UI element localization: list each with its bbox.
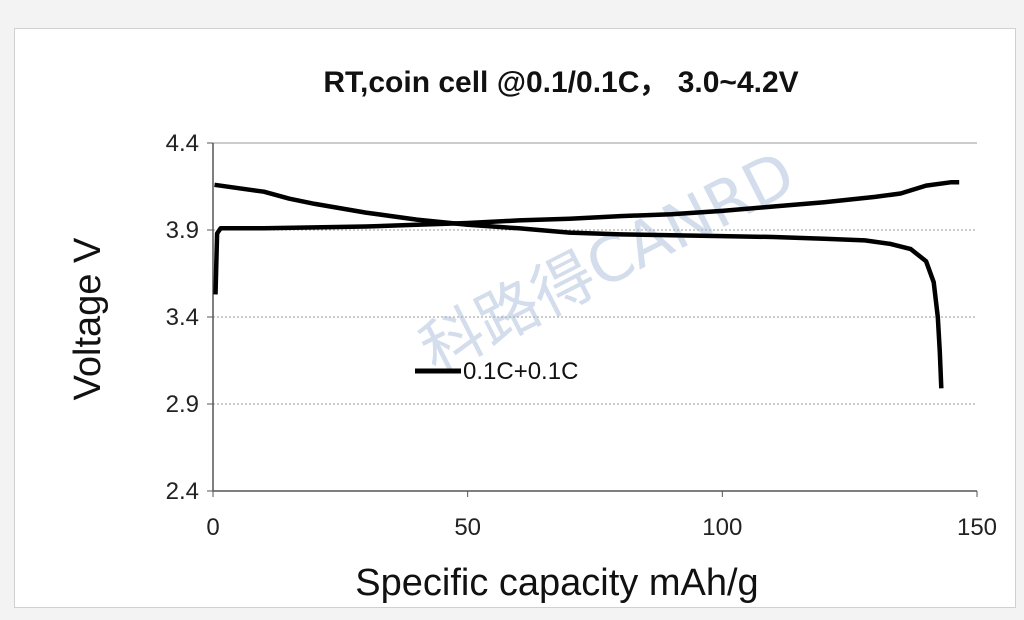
y-tick-label: 2.4	[166, 478, 199, 505]
series-group	[213, 179, 960, 389]
x-tick-labels: 0 50 100 150	[206, 491, 997, 541]
discharge-curve	[214, 182, 944, 389]
y-tick-label: 3.9	[166, 217, 199, 244]
y-axis-label: Voltage V	[67, 237, 109, 400]
grid-lines	[213, 142, 977, 405]
y-tick-label: 4.4	[166, 130, 199, 157]
chart-title: RT,coin cell @0.1/0.1C， 3.0~4.2V	[323, 66, 798, 99]
legend: 0.1C+0.1C	[415, 358, 578, 385]
y-tick-labels: 2.4 2.9 3.4 3.9 4.4	[166, 130, 213, 505]
voltage-capacity-chart: RT,coin cell @0.1/0.1C， 3.0~4.2V 2.4 2.9 3…	[67, 66, 997, 604]
y-tick-label: 3.4	[166, 304, 199, 331]
x-tick-label: 50	[454, 514, 481, 541]
legend-label: 0.1C+0.1C	[463, 358, 578, 385]
x-tick-label: 100	[702, 514, 742, 541]
watermark: 科路得CANRD	[409, 137, 806, 388]
y-tick-label: 2.9	[166, 391, 199, 418]
x-tick-label: 150	[957, 514, 997, 541]
chart-frame: RT,coin cell @0.1/0.1C， 3.0~4.2V 2.4 2.9 3…	[14, 28, 1016, 608]
x-tick-label: 0	[206, 514, 219, 541]
x-axis-label: Specific capacity mAh/g	[355, 562, 758, 604]
charge-curve	[213, 179, 960, 295]
